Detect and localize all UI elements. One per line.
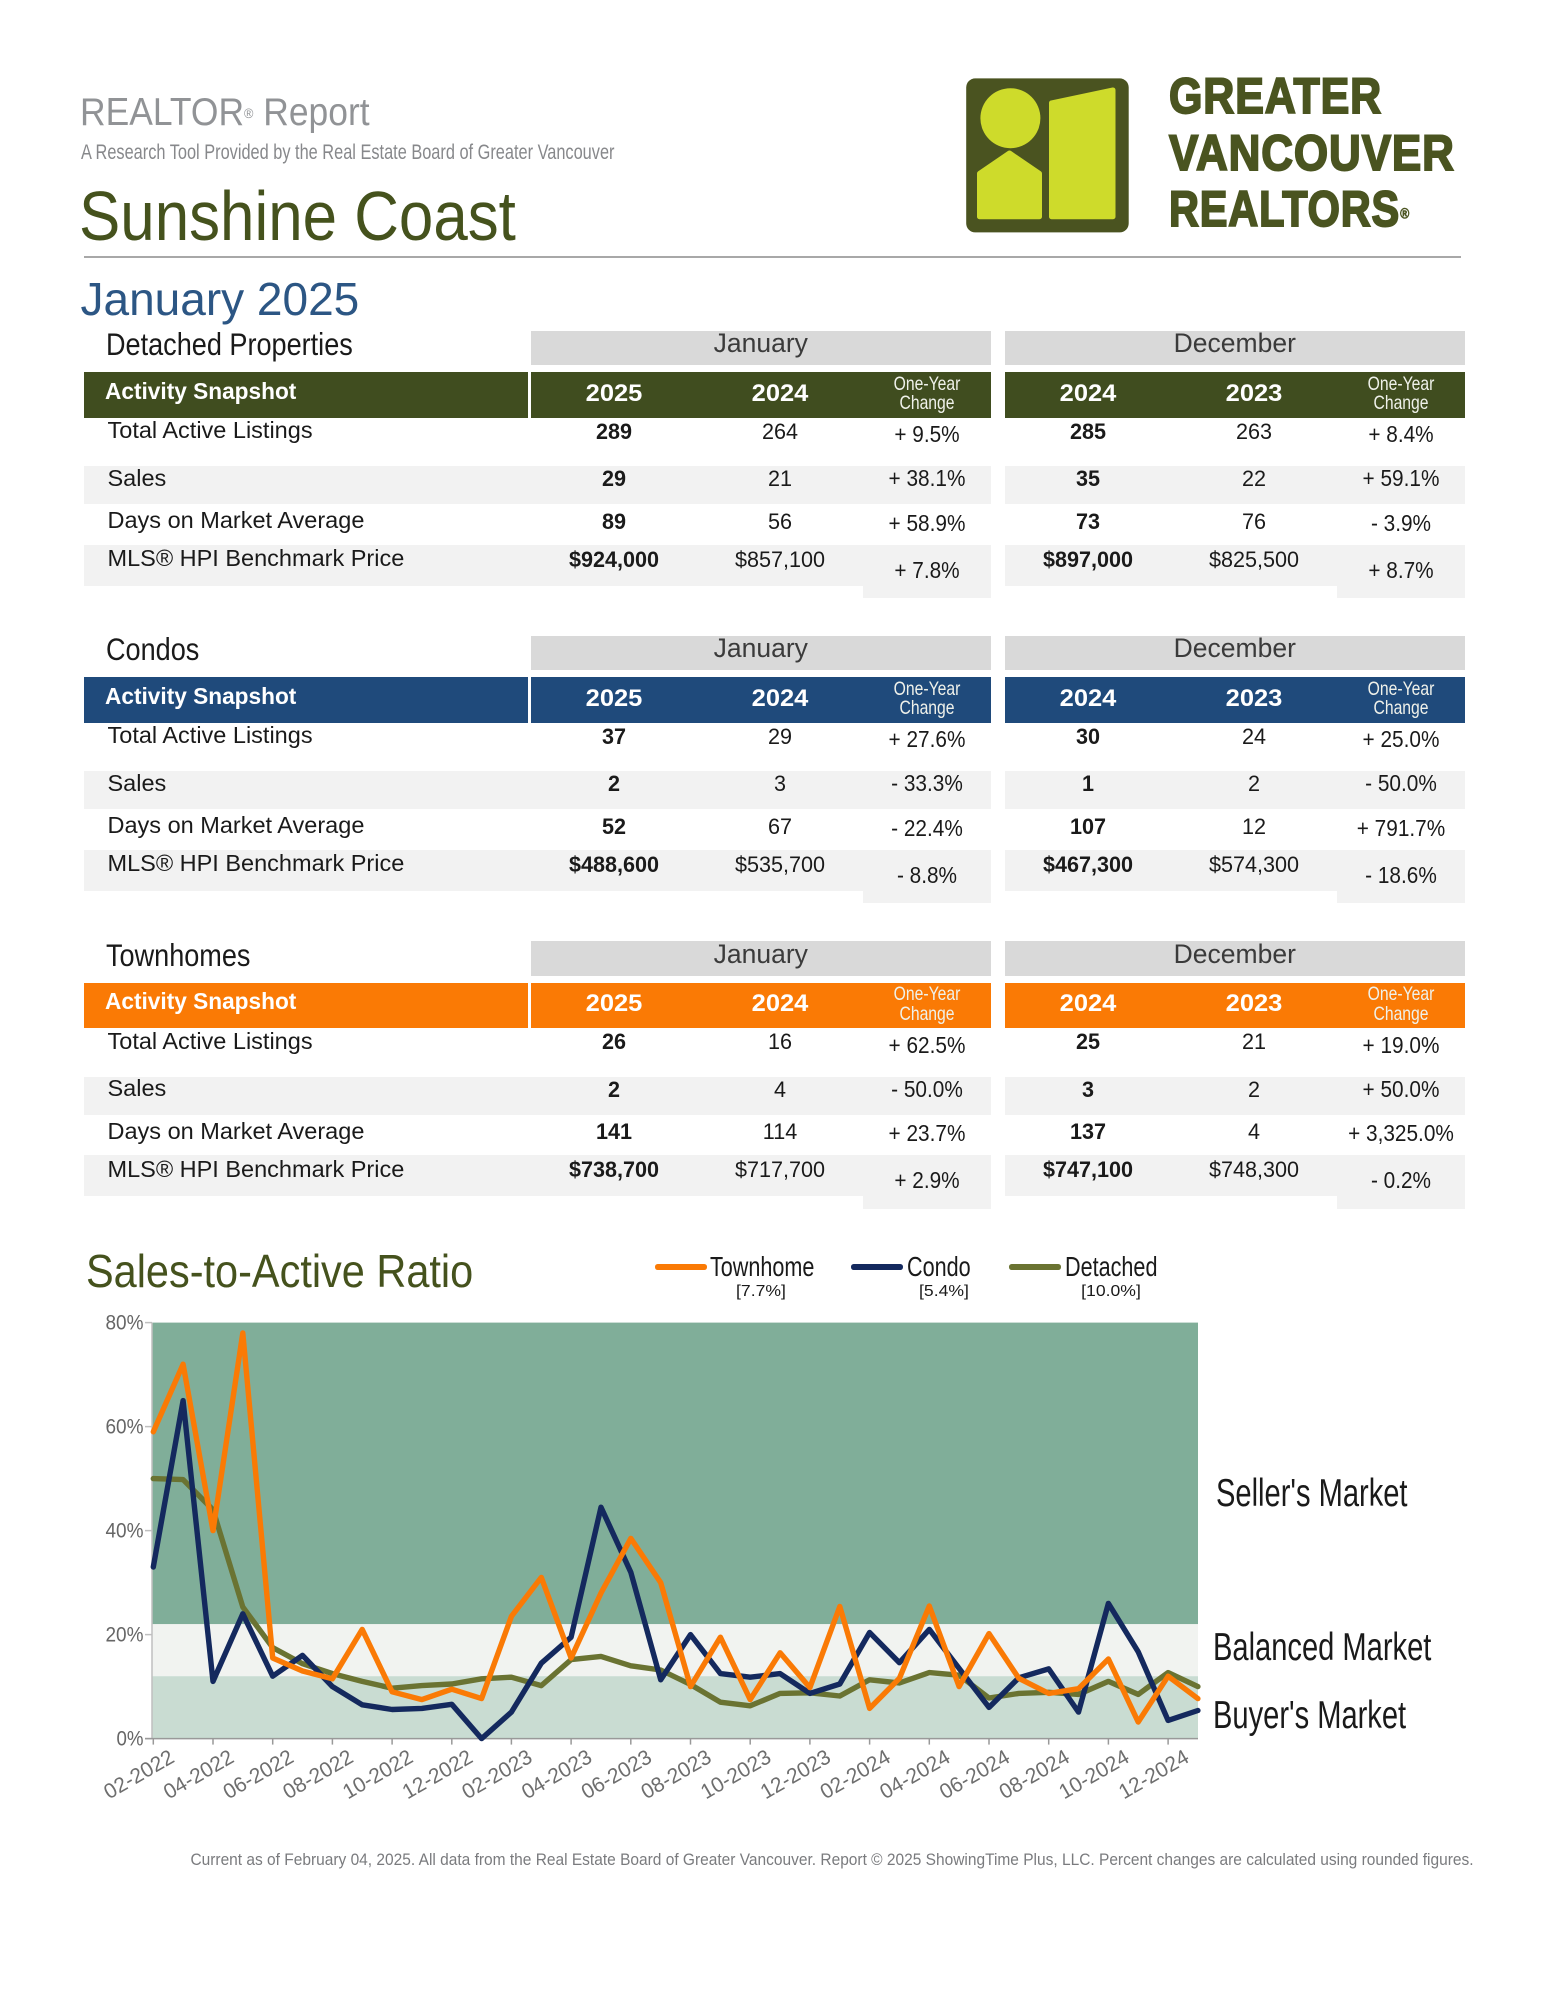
svg-text:20%: 20% — [106, 1624, 144, 1647]
svg-text:60%: 60% — [106, 1416, 144, 1439]
svg-text:0%: 0% — [117, 1728, 144, 1751]
svg-text:40%: 40% — [106, 1520, 144, 1543]
svg-text:80%: 80% — [106, 1312, 144, 1335]
